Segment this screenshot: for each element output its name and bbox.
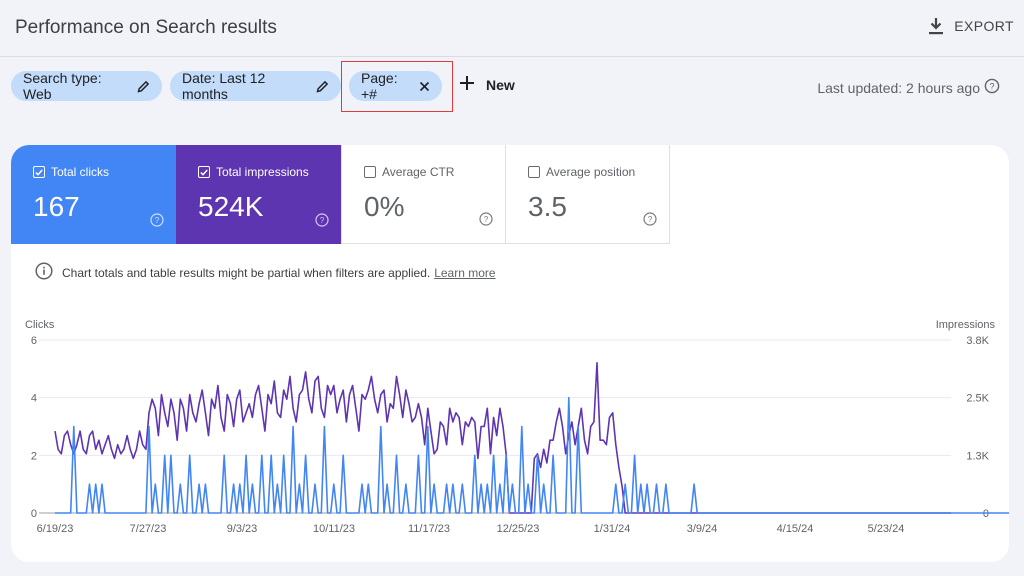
x-tick-label: 12/25/23	[497, 523, 540, 535]
search-type-label: Search type: Web	[23, 70, 102, 102]
y-tick-label-left: 4	[31, 393, 37, 405]
plus-icon	[460, 76, 474, 93]
y-tick-label-right: 1.3K	[966, 450, 989, 462]
help-icon[interactable]: ?	[479, 212, 493, 231]
metric-card-impressions[interactable]: Total impressions 524K ?	[176, 145, 341, 244]
partial-data-notice: Chart totals and table results might be …	[35, 262, 496, 283]
checkbox-checked-icon[interactable]	[198, 166, 210, 178]
metric-label: Total impressions	[216, 165, 309, 179]
notice-text: Chart totals and table results might be …	[62, 265, 431, 280]
metric-label: Total clicks	[51, 165, 110, 179]
x-tick-label: 4/15/24	[777, 523, 814, 535]
metric-card-clicks[interactable]: Total clicks 167 ?	[11, 145, 176, 244]
metric-card-position[interactable]: Average position 3.5 ?	[505, 145, 670, 244]
svg-text:?: ?	[648, 215, 653, 224]
y-tick-label-right: 0	[983, 508, 989, 520]
help-icon[interactable]: ?	[315, 213, 329, 232]
new-filter-label: New	[486, 76, 515, 93]
new-filter-button[interactable]: New	[460, 76, 515, 93]
info-icon	[35, 262, 53, 283]
performance-chart: Clicks Impressions 0 2 4 6 0 1.3K 2.5K 3.8K 6/19/2…	[25, 319, 1009, 535]
metric-value: 167	[33, 191, 80, 222]
performance-panel: Total clicks 167 ? Total impressions 524…	[11, 145, 1009, 562]
metric-value: 524K	[198, 191, 264, 222]
metric-value: 3.5	[528, 191, 567, 222]
help-icon[interactable]: ?	[984, 78, 1000, 97]
y-tick-label-right: 3.8K	[966, 335, 989, 347]
x-tick-label: 9/3/23	[227, 523, 258, 535]
date-filter-chip[interactable]: Date: Last 12 months	[170, 70, 341, 102]
page-filter-label: Page: +#	[361, 70, 398, 102]
y-tick-label-right: 2.5K	[966, 393, 989, 405]
x-tick-label: 6/19/23	[37, 523, 74, 535]
header-divider	[0, 56, 1024, 57]
y-tick-label-left: 0	[31, 508, 37, 520]
y-tick-label-left: 6	[31, 335, 37, 347]
export-label: EXPORT	[954, 18, 1014, 34]
metric-value: 0%	[364, 191, 405, 222]
series-line-clicks	[55, 396, 1009, 514]
help-icon[interactable]: ?	[150, 213, 164, 232]
page-filter-chip[interactable]: Page: +#	[349, 70, 442, 102]
y-axis-label-right: Impressions	[936, 319, 996, 331]
svg-text:?: ?	[989, 82, 994, 92]
highlight-box	[341, 61, 453, 112]
edit-icon[interactable]	[137, 80, 150, 93]
export-button[interactable]: EXPORT	[928, 17, 1014, 35]
metric-card-ctr[interactable]: Average CTR 0% ?	[341, 145, 506, 244]
last-updated-text: Last updated: 2 hours ago	[817, 79, 980, 96]
series-line-impressions	[54, 362, 951, 514]
page-title: Performance on Search results	[15, 17, 277, 38]
metric-label: Average position	[546, 165, 636, 179]
x-tick-label: 1/31/24	[594, 523, 631, 535]
checkbox-checked-icon[interactable]	[33, 166, 45, 178]
metric-label: Average CTR	[382, 165, 455, 179]
checkbox-unchecked-icon[interactable]	[528, 166, 540, 178]
y-axis-label-left: Clicks	[25, 319, 55, 331]
x-tick-label: 3/9/24	[687, 523, 718, 535]
learn-more-link[interactable]: Learn more	[434, 265, 496, 280]
help-icon[interactable]: ?	[643, 212, 657, 231]
x-tick-label: 10/11/23	[313, 523, 355, 535]
checkbox-unchecked-icon[interactable]	[364, 166, 376, 178]
svg-text:?: ?	[484, 215, 489, 224]
date-filter-label: Date: Last 12 months	[182, 70, 266, 102]
close-icon[interactable]	[419, 81, 430, 92]
download-icon	[928, 17, 944, 35]
x-tick-label: 11/17/23	[408, 523, 450, 535]
x-tick-label: 7/27/23	[130, 523, 167, 535]
search-type-filter-chip[interactable]: Search type: Web	[11, 70, 162, 102]
svg-text:?: ?	[320, 216, 325, 225]
edit-icon[interactable]	[316, 80, 329, 93]
y-tick-label-left: 2	[31, 450, 37, 462]
x-tick-label: 5/23/24	[868, 523, 905, 535]
last-updated: Last updated: 2 hours ago ?	[817, 78, 1000, 97]
svg-text:?: ?	[155, 216, 160, 225]
